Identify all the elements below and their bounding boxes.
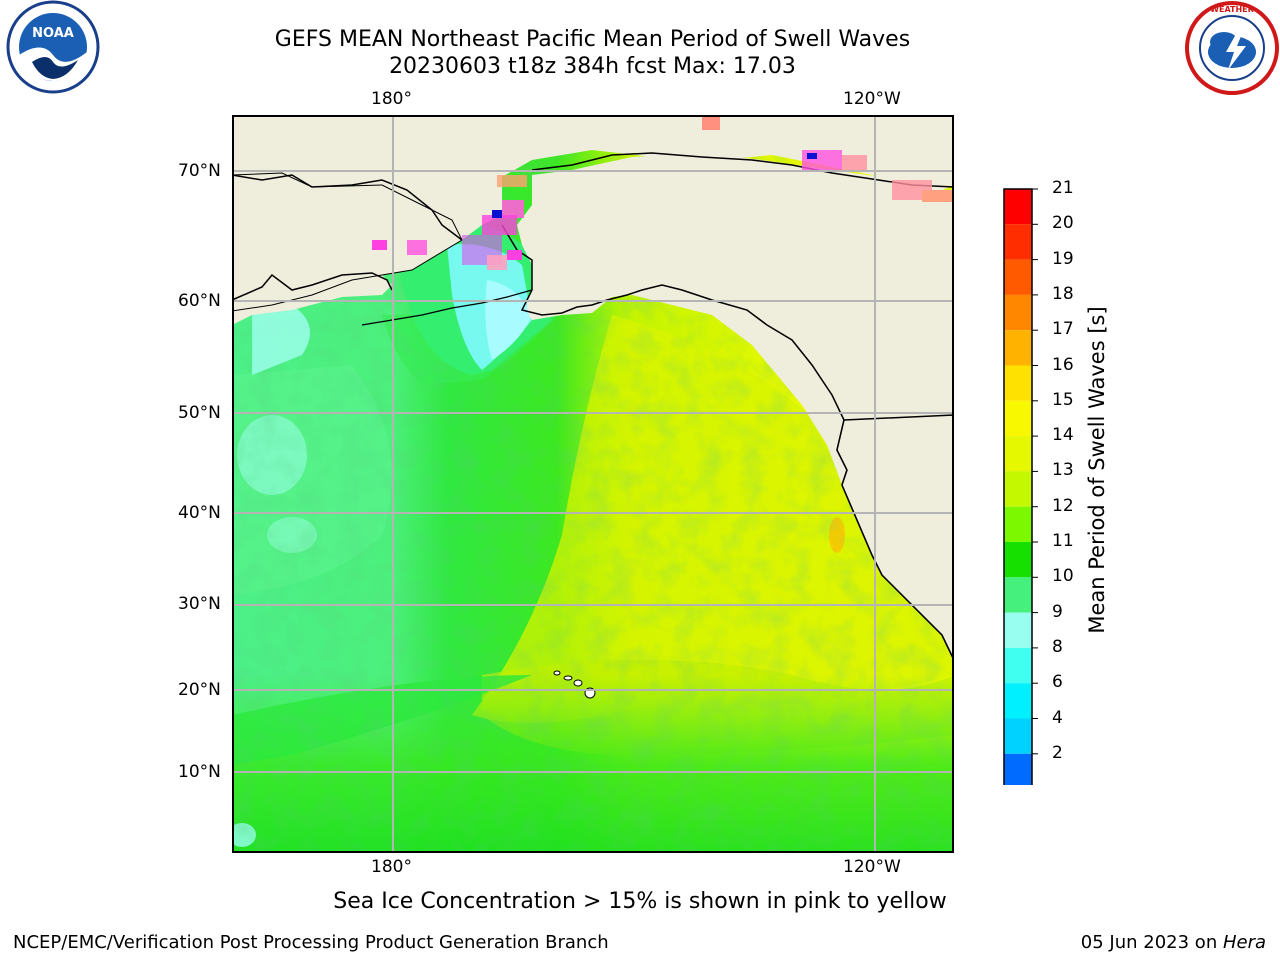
lat-label-50n: 50°N xyxy=(178,403,221,423)
colorbar-tick-label: 16 xyxy=(1052,354,1074,375)
sea-ice-note: Sea Ice Concentration > 15% is shown in … xyxy=(333,889,947,914)
colorbar-tick-label: 6 xyxy=(1052,672,1063,693)
footer-date: 05 Jun 2023 on Hera xyxy=(1081,932,1266,953)
lon-label-top-120w: 120°W xyxy=(843,89,901,109)
lat-label-40n: 40°N xyxy=(178,503,221,523)
colorbar-segment xyxy=(1004,542,1032,578)
footer-host: Hera xyxy=(1222,932,1266,953)
colorbar-tick-label: 19 xyxy=(1052,248,1074,269)
colorbar-segment xyxy=(1004,577,1032,613)
colorbar-segment xyxy=(1004,400,1032,437)
colorbar-segment xyxy=(1004,224,1032,260)
colorbar-tick-label: 13 xyxy=(1052,460,1074,481)
colorbar-segment xyxy=(1004,189,1032,225)
footer-date-text: 05 Jun 2023 on xyxy=(1080,932,1223,953)
lon-label-bottom-120w: 120°W xyxy=(843,857,901,877)
colorbar-tick-label: 21 xyxy=(1052,178,1074,198)
colorbar-frame xyxy=(1003,188,1033,785)
colorbar-segment xyxy=(1004,294,1032,331)
colorbar-segment xyxy=(1004,506,1032,542)
lat-label-70n: 70°N xyxy=(178,161,221,181)
swell-period-map xyxy=(232,115,954,853)
colorbar-tick-label: 18 xyxy=(1052,283,1074,304)
colorbar-tick-label: 2 xyxy=(1052,742,1063,763)
colorbar-segment xyxy=(1004,330,1032,366)
lon-label-top-180: 180° xyxy=(371,89,412,109)
colorbar-segment xyxy=(1004,436,1032,472)
colorbar-segment xyxy=(1004,647,1032,684)
colorbar-tick-label: 11 xyxy=(1052,531,1074,551)
colorbar-segment xyxy=(1004,259,1032,295)
noaa-logo: NOAA xyxy=(6,0,100,94)
colorbar-tick-label: 14 xyxy=(1052,425,1074,446)
lat-label-10n: 10°N xyxy=(178,762,221,782)
colorbar-segment xyxy=(1004,365,1032,401)
colorbar-segment xyxy=(1004,612,1032,648)
colorbar-segment xyxy=(1004,718,1032,754)
colorbar-tick-label: 10 xyxy=(1052,566,1074,587)
lat-label-30n: 30°N xyxy=(178,594,221,614)
colorbar-tick-label: 9 xyxy=(1052,601,1063,622)
svg-text:NOAA: NOAA xyxy=(32,26,74,41)
colorbar-tick-label: 20 xyxy=(1052,213,1074,234)
colorbar-segment xyxy=(1004,753,1032,785)
chart-subtitle: 20230603 t18z 384h fcst Max: 17.03 xyxy=(389,54,796,79)
chart-title: GEFS MEAN Northeast Pacific Mean Period … xyxy=(274,27,911,52)
colorbar-segment xyxy=(1004,683,1032,719)
lon-label-bottom-180: 180° xyxy=(371,857,412,877)
footer-credit: NCEP/EMC/Verification Post Processing Pr… xyxy=(13,932,609,953)
lat-label-20n: 20°N xyxy=(178,680,221,700)
colorbar-tick-label: 4 xyxy=(1052,707,1063,728)
colorbar-tick-label: 15 xyxy=(1052,389,1074,410)
colorbar-title: Mean Period of Swell Waves [s] xyxy=(1085,306,1109,634)
colorbar-tick-label: 17 xyxy=(1052,319,1074,340)
colorbar-segment xyxy=(1004,471,1032,507)
colorbar xyxy=(1003,188,1038,785)
colorbar-tick-label: 8 xyxy=(1052,636,1063,657)
colorbar-tick-label: 12 xyxy=(1052,495,1074,516)
svg-text:WEATHER: WEATHER xyxy=(1210,5,1254,14)
lat-label-60n: 60°N xyxy=(178,291,221,311)
nws-logo: WEATHER xyxy=(1185,1,1279,95)
